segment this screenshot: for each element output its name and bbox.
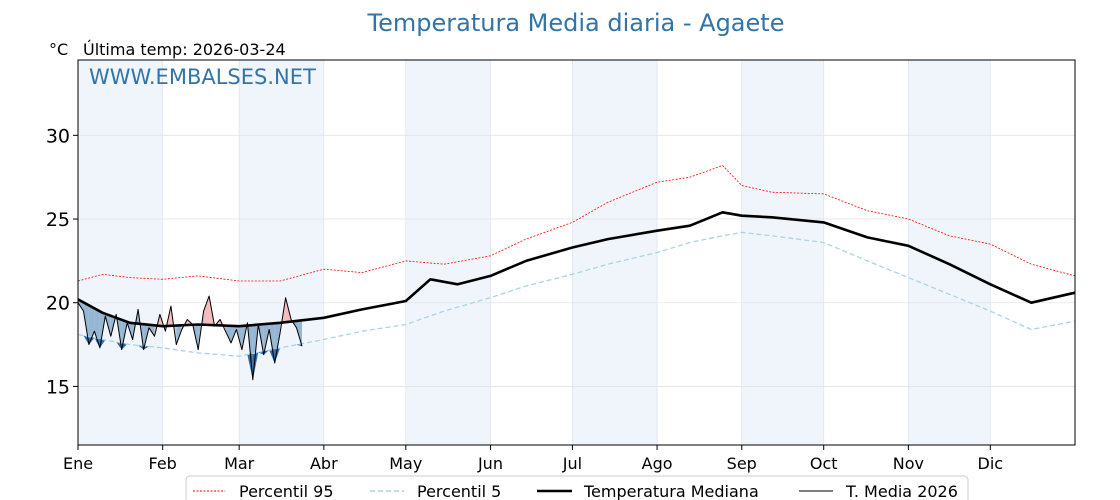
fill-below-p5 xyxy=(143,345,150,350)
series-line-current xyxy=(77,295,303,381)
x-tick-label: Abr xyxy=(310,454,338,473)
x-tick-label: Feb xyxy=(149,454,177,473)
legend-label-current: T. Media 2026 xyxy=(845,482,958,500)
legend: Percentil 95 Percentil 5 Temperatura Med… xyxy=(185,475,969,500)
fill-below-median xyxy=(296,320,302,347)
x-tick-label: Ago xyxy=(642,454,673,473)
series-lines xyxy=(77,165,1076,381)
fill-above-median xyxy=(203,296,210,325)
month-band xyxy=(78,60,163,445)
x-tick-label: Nov xyxy=(893,454,924,473)
x-tick-label: Jul xyxy=(562,454,582,473)
fill-below-p5 xyxy=(88,336,95,345)
legend-label-p5: Percentil 5 xyxy=(417,482,501,500)
fill-below-p5 xyxy=(247,353,253,380)
unit-label: °C xyxy=(49,40,68,59)
fill-below-p5 xyxy=(263,350,270,355)
series-line-median xyxy=(77,211,1076,328)
plot-frame xyxy=(77,59,1076,446)
legend-box xyxy=(185,475,969,500)
y-tick-label: 20 xyxy=(46,293,70,315)
y-axis: 15 20 25 30 xyxy=(46,125,78,398)
x-tick-label: Sep xyxy=(727,454,757,473)
y-tick-label: 30 xyxy=(46,125,70,147)
x-tick-label: Jun xyxy=(477,454,503,473)
y-tick-label: 25 xyxy=(46,209,70,231)
chart-title: Temperatura Media diaria - Agaete xyxy=(367,9,785,37)
x-axis: Ene Feb Mar Abr May Jun Jul Ago Sep Oct Nov Dic xyxy=(63,445,1003,473)
series-line-p5 xyxy=(77,231,1076,357)
month-band xyxy=(572,60,658,445)
grid-lines xyxy=(77,60,1075,445)
y-tick-label: 15 xyxy=(46,376,70,398)
last-temp-label: Última temp: 2026-03-24 xyxy=(83,40,286,59)
fill-below-median xyxy=(88,305,95,345)
month-band xyxy=(741,60,824,445)
x-tick-label: Dic xyxy=(978,454,1004,473)
month-band xyxy=(239,60,324,445)
fill-below-p5 xyxy=(94,337,100,348)
x-tick-label: Mar xyxy=(224,454,255,473)
x-tick-label: Oct xyxy=(810,454,838,473)
x-tick-label: May xyxy=(389,454,422,473)
legend-label-p95: Percentil 95 xyxy=(239,482,334,500)
month-bands xyxy=(78,60,991,445)
fill-below-p5 xyxy=(252,352,259,380)
legend-label-median: Temperatura Mediana xyxy=(583,482,759,500)
x-tick-label: Ene xyxy=(63,454,93,473)
fill-below-median xyxy=(225,325,231,343)
month-band xyxy=(405,60,491,445)
watermark: WWW.EMBALSES.NET xyxy=(89,65,316,89)
fill-below-p5 xyxy=(274,347,281,363)
